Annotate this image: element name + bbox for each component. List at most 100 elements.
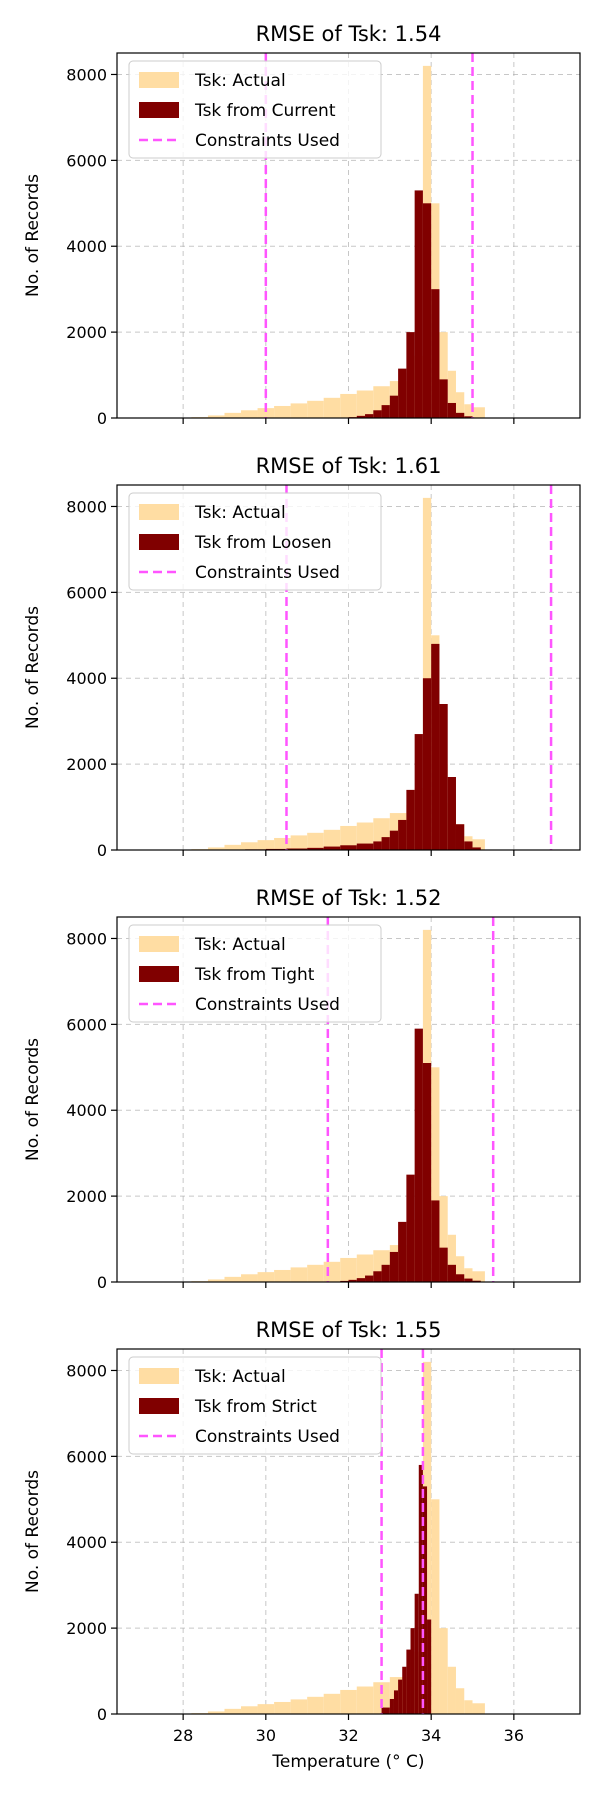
y-axis-label: No. of Records — [23, 1038, 43, 1161]
bar-predicted — [427, 1619, 432, 1714]
y-tick-label: 2000 — [66, 755, 107, 774]
x-tick-label: 28 — [173, 1726, 193, 1745]
legend-label: Tsk: Actual — [194, 935, 286, 955]
bar-predicted — [365, 414, 374, 418]
bar-predicted — [389, 1251, 399, 1282]
panel-1: 0 2000 4000 6000 8000 RMSE of Tsk: 1.54 No. of… — [23, 22, 581, 428]
bar-predicted — [398, 368, 407, 418]
bar-predicted — [455, 824, 465, 850]
bar-actual — [340, 393, 357, 418]
legend-box — [128, 1356, 382, 1455]
bar-predicted — [439, 379, 448, 418]
y-tick-label: 0 — [97, 1705, 107, 1724]
bar-actual — [241, 1706, 258, 1714]
bar-predicted — [439, 1247, 448, 1282]
legend-label: Tsk: Actual — [194, 1367, 286, 1387]
bar-actual — [290, 835, 308, 850]
x-tick-label: 32 — [338, 1726, 358, 1745]
legend-swatch — [139, 102, 179, 118]
y-tick-label: 2000 — [66, 1187, 107, 1206]
legend-label: Tsk from Tight — [194, 965, 315, 985]
legend-box — [128, 492, 382, 591]
bar-actual — [290, 403, 308, 418]
bar-actual — [422, 497, 432, 850]
bar-actual — [439, 332, 448, 418]
bar-actual — [439, 1196, 448, 1282]
legend-label: Tsk from Strict — [194, 1397, 317, 1417]
y-axis-label: No. of Records — [23, 174, 43, 297]
bar-predicted — [381, 405, 390, 418]
legend-label: Tsk from Current — [194, 101, 336, 121]
bar-actual — [207, 1279, 225, 1282]
bar-predicted — [431, 289, 440, 418]
y-tick-label: 4000 — [66, 669, 107, 688]
bar-predicted — [422, 678, 432, 850]
bar-actual — [447, 1666, 456, 1714]
y-axis-label: No. of Records — [23, 606, 43, 729]
x-tick-label: 30 — [256, 1726, 276, 1745]
legend-swatch — [139, 966, 179, 982]
bar-predicted — [422, 1063, 432, 1282]
bar-predicted — [381, 1264, 390, 1282]
bar-actual — [340, 825, 357, 850]
panel-4: 0 2000 4000 6000 8000 28 30 32 34 36 RMSE of Tsk: … — [23, 1318, 581, 1772]
bar-actual — [472, 407, 485, 418]
bar-actual — [439, 1628, 448, 1714]
bar-actual — [274, 405, 291, 418]
x-axis-label: Temperature (° C) — [271, 1752, 424, 1772]
bar-actual — [257, 840, 275, 850]
bar-actual — [290, 1699, 308, 1714]
legend-swatch — [139, 936, 179, 952]
legend: Tsk: Actual Tsk from Tight Constraints Use… — [128, 924, 382, 1023]
legend-label: Tsk: Actual — [194, 503, 286, 523]
bar-predicted — [464, 841, 473, 850]
bar-predicted — [373, 1271, 382, 1282]
legend-swatch — [139, 72, 179, 88]
bar-actual — [207, 847, 225, 850]
bar-predicted — [414, 1028, 423, 1282]
bar-actual — [274, 837, 291, 850]
bar-actual — [340, 1257, 357, 1282]
legend-box — [128, 924, 382, 1023]
bar-predicted — [356, 1278, 366, 1282]
bar-predicted — [414, 734, 423, 850]
bar-actual — [290, 1267, 308, 1282]
bar-predicted — [414, 1593, 419, 1714]
bar-predicted — [414, 190, 423, 418]
panel-3: 0 2000 4000 6000 8000 RMSE of Tsk: 1.52 No. of… — [23, 886, 581, 1292]
bar-actual — [241, 410, 258, 418]
bar-predicted — [406, 789, 415, 850]
bar-actual — [307, 1696, 324, 1714]
y-tick-label: 6000 — [66, 151, 107, 170]
bar-predicted — [365, 1275, 374, 1282]
legend-label: Constraints Used — [195, 563, 340, 583]
bar-predicted — [418, 1464, 423, 1714]
bar-actual — [257, 1704, 275, 1714]
bar-actual — [207, 415, 225, 418]
bar-actual — [356, 1686, 374, 1714]
bar-predicted — [464, 416, 473, 418]
bar-predicted — [307, 847, 324, 850]
chart-title: RMSE of Tsk: 1.61 — [256, 454, 442, 478]
bar-predicted — [406, 332, 415, 418]
bar-actual — [207, 1711, 225, 1714]
bar-actual — [464, 1268, 473, 1282]
bar-actual — [356, 390, 374, 418]
bar-predicted — [406, 1649, 411, 1714]
y-tick-label: 4000 — [66, 237, 107, 256]
legend-box — [128, 60, 382, 159]
bar-actual — [447, 370, 456, 418]
bar-actual — [455, 392, 465, 418]
y-tick-label: 2000 — [66, 1619, 107, 1638]
bar-actual — [356, 1254, 374, 1282]
bar-actual — [224, 1276, 242, 1282]
bar-actual — [431, 1067, 440, 1282]
bar-predicted — [447, 402, 456, 418]
legend-label: Constraints Used — [195, 1427, 340, 1447]
bar-predicted — [410, 1628, 415, 1714]
bar-actual — [307, 1264, 324, 1282]
bar-predicted — [393, 1690, 399, 1714]
legend: Tsk: Actual Tsk from Strict Constraints Us… — [128, 1356, 382, 1455]
bar-actual — [464, 1700, 473, 1714]
bar-predicted — [340, 845, 357, 850]
